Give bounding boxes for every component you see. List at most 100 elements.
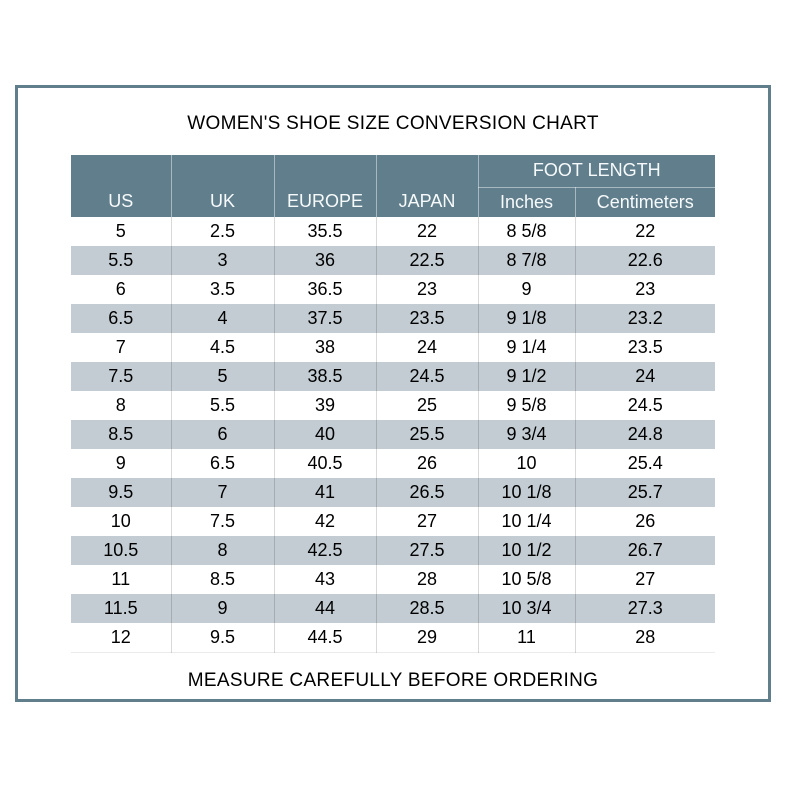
cell: 10 3/4 [478, 594, 576, 623]
table-row: 5 2.5 35.5 22 8 5/8 22 [71, 217, 715, 246]
cell: 42.5 [274, 536, 377, 565]
size-conversion-table: US UK EUROPE JAPAN FOOT LENGTH Inches Ce… [71, 155, 715, 653]
cell: 12 [71, 623, 172, 653]
cell: 25.4 [575, 449, 715, 478]
cell: 22.5 [376, 246, 479, 275]
cell: 38.5 [274, 362, 377, 391]
cell: 44.5 [274, 623, 377, 653]
cell: 25.7 [575, 478, 715, 507]
page-title: WOMEN'S SHOE SIZE CONVERSION CHART [187, 113, 599, 134]
table-header: US UK EUROPE JAPAN FOOT LENGTH Inches Ce… [71, 155, 715, 217]
cell: 44 [274, 594, 377, 623]
cell: 5.5 [171, 391, 275, 420]
cell: 36 [274, 246, 377, 275]
cell: 8.5 [71, 420, 172, 449]
header-row-sub: Inches Centimeters [71, 187, 715, 217]
table-row: 7.5 5 38.5 24.5 9 1/2 24 [71, 362, 715, 391]
cell: 3 [171, 246, 275, 275]
cell: 9 [71, 449, 172, 478]
cell: 25 [376, 391, 479, 420]
table-row: 8 5.5 39 25 9 5/8 24.5 [71, 391, 715, 420]
cell: 10 [71, 507, 172, 536]
cell: 7 [171, 478, 275, 507]
cell: 26.5 [376, 478, 479, 507]
cell: 22 [376, 217, 479, 246]
cell: 2.5 [171, 217, 275, 246]
table-row: 12 9.5 44.5 29 11 28 [71, 623, 715, 653]
cell: 6.5 [171, 449, 275, 478]
table-row: 9 6.5 40.5 26 10 25.4 [71, 449, 715, 478]
cell: 28.5 [376, 594, 479, 623]
cell: 9.5 [71, 478, 172, 507]
cell: 4.5 [171, 333, 275, 362]
cell: 27.5 [376, 536, 479, 565]
cell: 10 5/8 [478, 565, 576, 594]
cell: 6 [171, 420, 275, 449]
cell: 25.5 [376, 420, 479, 449]
cell: 27 [376, 507, 479, 536]
cell: 5 [171, 362, 275, 391]
table-row: 11 8.5 43 28 10 5/8 27 [71, 565, 715, 594]
cell: 23.5 [575, 333, 715, 362]
cell: 24.8 [575, 420, 715, 449]
footer-note: MEASURE CAREFULLY BEFORE ORDERING [187, 670, 599, 691]
cell: 28 [376, 565, 479, 594]
table-row: 11.5 9 44 28.5 10 3/4 27.3 [71, 594, 715, 623]
cell: 11 [478, 623, 576, 653]
cell: 5 [71, 217, 172, 246]
col-header-japan: JAPAN [376, 155, 479, 217]
cell: 9 [171, 594, 275, 623]
table-row: 8.5 6 40 25.5 9 3/4 24.8 [71, 420, 715, 449]
cell: 26.7 [575, 536, 715, 565]
col-header-uk: UK [171, 155, 275, 217]
table-row: 10 7.5 42 27 10 1/4 26 [71, 507, 715, 536]
cell: 10 1/8 [478, 478, 576, 507]
table-row: 7 4.5 38 24 9 1/4 23.5 [71, 333, 715, 362]
cell: 23 [376, 275, 479, 304]
cell: 37.5 [274, 304, 377, 333]
cell: 9 [478, 275, 576, 304]
cell: 10.5 [71, 536, 172, 565]
cell: 10 [478, 449, 576, 478]
cell: 9 3/4 [478, 420, 576, 449]
col-header-europe: EUROPE [274, 155, 377, 217]
cell: 41 [274, 478, 377, 507]
col-header-inches: Inches [478, 187, 576, 217]
cell: 9 5/8 [478, 391, 576, 420]
cell: 8 [71, 391, 172, 420]
cell: 23 [575, 275, 715, 304]
cell: 3.5 [171, 275, 275, 304]
cell: 24 [376, 333, 479, 362]
cell: 43 [274, 565, 377, 594]
cell: 40 [274, 420, 377, 449]
cell: 8.5 [171, 565, 275, 594]
table-row: 10.5 8 42.5 27.5 10 1/2 26.7 [71, 536, 715, 565]
cell: 7 [71, 333, 172, 362]
cell: 7.5 [71, 362, 172, 391]
cell: 24.5 [376, 362, 479, 391]
cell: 35.5 [274, 217, 377, 246]
cell: 22.6 [575, 246, 715, 275]
cell: 38 [274, 333, 377, 362]
cell: 11.5 [71, 594, 172, 623]
cell: 36.5 [274, 275, 377, 304]
cell: 8 5/8 [478, 217, 576, 246]
cell: 9.5 [171, 623, 275, 653]
cell: 8 7/8 [478, 246, 576, 275]
cell: 22 [575, 217, 715, 246]
table-row: 6 3.5 36.5 23 9 23 [71, 275, 715, 304]
cell: 5.5 [71, 246, 172, 275]
cell: 11 [71, 565, 172, 594]
col-header-us: US [71, 155, 172, 217]
cell: 9 1/2 [478, 362, 576, 391]
cell: 9 1/4 [478, 333, 576, 362]
table-row: 6.5 4 37.5 23.5 9 1/8 23.2 [71, 304, 715, 333]
table-body: 5 2.5 35.5 22 8 5/8 22 5.5 3 36 22.5 8 7/8 22.6 6 3.5… [71, 217, 715, 653]
cell: 40.5 [274, 449, 377, 478]
cell: 24 [575, 362, 715, 391]
cell: 28 [575, 623, 715, 653]
cell: 24.5 [575, 391, 715, 420]
cell: 23.5 [376, 304, 479, 333]
cell: 6 [71, 275, 172, 304]
cell: 4 [171, 304, 275, 333]
